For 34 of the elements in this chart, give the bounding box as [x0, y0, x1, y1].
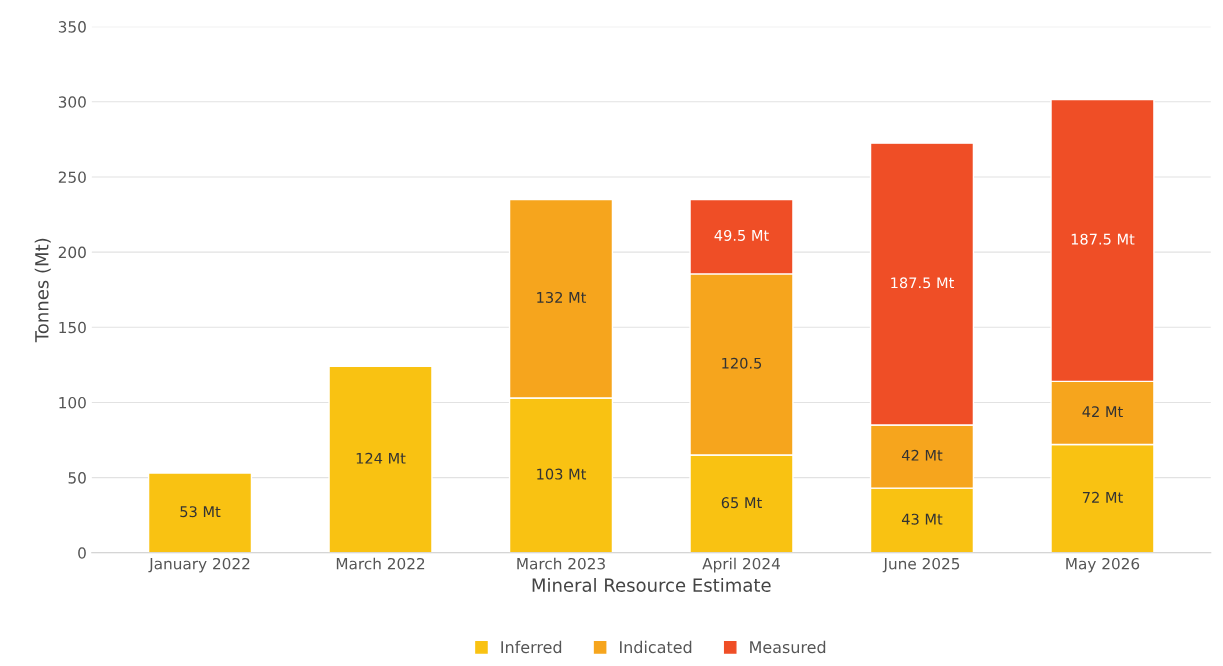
data-label: 65 Mt: [721, 497, 762, 509]
data-label: 43 Mt: [901, 513, 943, 525]
data-label: 53 Mt: [180, 506, 221, 518]
data-label: 132 Mt: [537, 291, 587, 303]
x-tick-label: January 2022: [148, 557, 250, 573]
legend-label: Inferred: [501, 640, 562, 654]
y-tick-label: 150: [59, 321, 86, 334]
x-tick-label: April 2024: [702, 557, 780, 573]
y-tick-label: 300: [58, 96, 86, 108]
data-label: 49.5 Mt: [714, 229, 769, 241]
bar: [147, 472, 253, 553]
bar: [328, 365, 433, 553]
y-tick-label: 250: [58, 171, 86, 183]
x-tick-label: March 2022: [336, 557, 425, 570]
data-label: 72 Mt: [1082, 491, 1123, 503]
y-axis-title: Tonnes (Mt): [34, 238, 51, 343]
data-label: 42 Mt: [901, 449, 943, 461]
data-label: 187.5 Mt: [891, 277, 954, 289]
x-tick-label: May 2026: [1066, 557, 1140, 573]
data-label: 124 Mt: [356, 452, 406, 464]
y-tick-label: 350: [58, 21, 86, 33]
x-axis-title: Mineral Resource Estimate: [532, 577, 771, 592]
x-tick-label: June 2025: [882, 557, 960, 573]
data-label: 120.5: [722, 357, 762, 369]
data-label: 103 Mt: [537, 468, 587, 480]
data-label: 187.5 Mt: [1071, 233, 1135, 245]
y-tick-label: 50: [68, 472, 86, 484]
y-tick-label: 200: [58, 246, 86, 259]
x-tick-label: March 2023: [517, 557, 605, 570]
data-label: 42 Mt: [1082, 406, 1123, 417]
legend-label: Indicated: [620, 640, 692, 654]
y-tick-label: 100: [59, 396, 86, 409]
legend-label: Measured: [750, 640, 826, 654]
y-tick-label: 0: [78, 547, 86, 559]
